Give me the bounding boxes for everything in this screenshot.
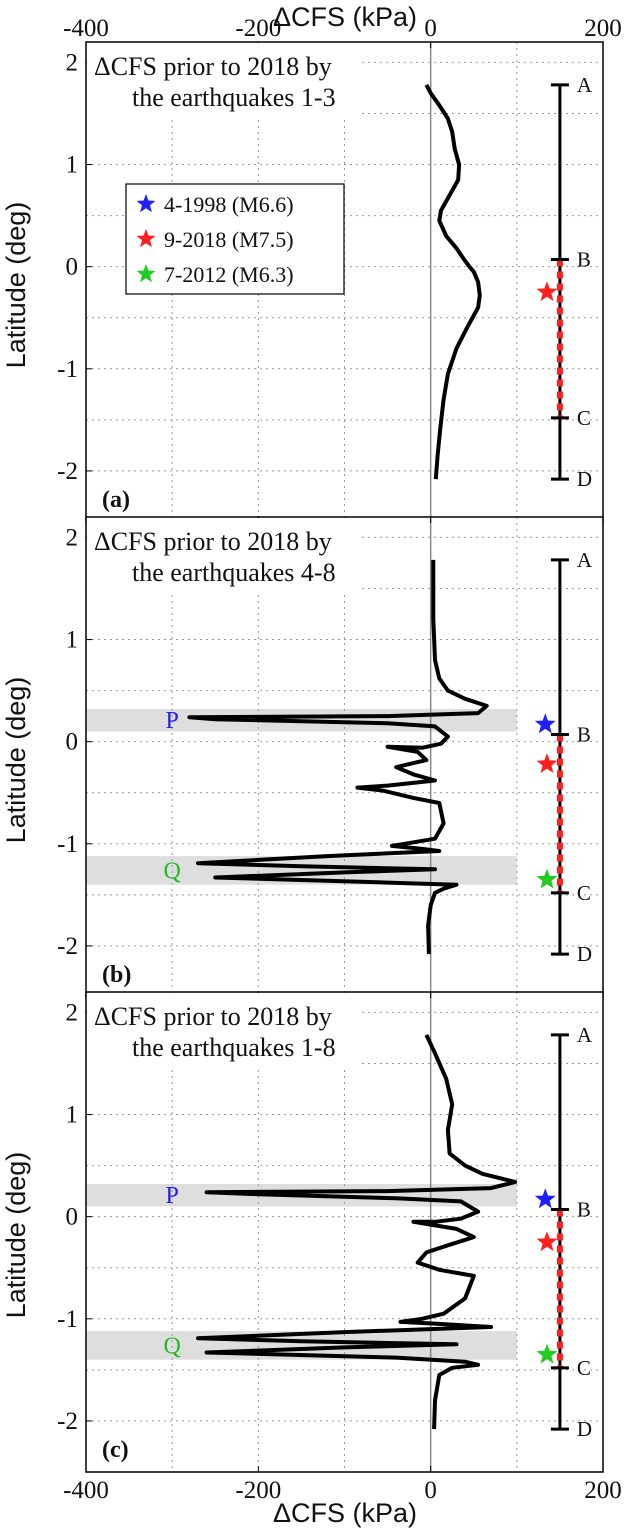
legend-star-icon: [136, 194, 156, 213]
legend-star-icon: [136, 264, 156, 283]
y-tick-label: 1: [66, 1102, 79, 1129]
bottom-axis-label: ΔCFS (kPa): [273, 1498, 417, 1528]
fault-point-c: C: [577, 1356, 591, 1380]
fault-point-d: D: [577, 1417, 592, 1441]
panel-tag: (a): [102, 487, 130, 513]
earthquake-star-icon: [536, 868, 558, 889]
panel-title-line-2: the earthquakes 1-3: [132, 83, 336, 112]
x-tick-label-top: -200: [235, 15, 281, 42]
legend-label: 7-2012 (M6.3): [164, 262, 294, 287]
panel-a: -2 -1 0 1 2 -400 -200 0 200 ΔCFS prior to 2018 by…: [57, 15, 622, 523]
plot-frame: [85, 991, 604, 1473]
y-tick-label: -2: [57, 933, 78, 960]
fault-point-b: B: [577, 248, 591, 272]
band-label-p: P: [165, 1183, 178, 1209]
y-tick-label: -2: [57, 1408, 78, 1435]
y-tick-label: 1: [66, 152, 79, 179]
legend-star-icon: [136, 229, 156, 248]
panel-title-line-2: the earthquakes 4-8: [132, 558, 336, 587]
panel-c: -2 -1 0 1 2 -400 -200 0 200 ΔCFS prior to 2018 by…: [57, 991, 622, 1504]
y-tick-label: 0: [66, 1204, 79, 1231]
y-tick-label: 1: [66, 627, 79, 654]
y-tick-label: 0: [66, 729, 79, 756]
earthquake-star-icon: [536, 1231, 558, 1252]
y-tick-label: 2: [66, 524, 79, 551]
legend: 4-1998 (M6.6) 9-2018 (M7.5) 7-2012 (M6.3): [125, 183, 345, 295]
y-axis-label-a: Latitude (deg): [1, 202, 31, 369]
earthquake-star-icon: [534, 713, 556, 734]
y-axis-label-c: Latitude (deg): [1, 1152, 31, 1319]
y-tick-label: -2: [57, 458, 78, 485]
y-tick-label: -1: [57, 356, 78, 383]
fault-point-b: B: [577, 1198, 591, 1222]
panel-title-line-2: the earthquakes 1-8: [132, 1033, 336, 1062]
y-tick-label: 2: [66, 49, 79, 76]
panel-title-line-1: ΔCFS prior to 2018 by: [94, 1002, 332, 1031]
legend-label: 9-2018 (M7.5): [164, 227, 294, 252]
dcfs-series-line: [424, 83, 482, 480]
panel-tag: (b): [102, 962, 131, 988]
earthquake-star-icon: [534, 1188, 556, 1209]
fault-point-b: B: [577, 723, 591, 747]
band-label-q: Q: [163, 858, 180, 884]
fault-point-d: D: [577, 942, 592, 966]
y-tick-label: -1: [57, 1306, 78, 1333]
y-tick-label: -1: [57, 831, 78, 858]
x-tick-label-bottom: 0: [424, 1477, 437, 1504]
band-label-p: P: [165, 708, 178, 734]
y-axis-label-b: Latitude (deg): [1, 677, 31, 844]
x-tick-label-bottom: -200: [235, 1477, 281, 1504]
fault-point-c: C: [577, 881, 591, 905]
earthquake-star-icon: [536, 1343, 558, 1364]
fault-point-c: C: [577, 406, 591, 430]
top-axis-label: ΔCFS (kPa): [273, 2, 417, 32]
dcfs-series-line: [187, 559, 489, 955]
fault-point-a: A: [577, 1023, 593, 1047]
x-tick-label-bottom: 200: [584, 1477, 622, 1504]
fault-point-a: A: [577, 548, 593, 572]
x-tick-label-top: -400: [63, 15, 109, 42]
y-tick-label: 2: [66, 999, 79, 1026]
dcfs-series-line: [196, 1034, 518, 1430]
earthquake-star-icon: [536, 753, 558, 773]
panel-title-line-1: ΔCFS prior to 2018 by: [94, 527, 332, 556]
earthquake-star-icon: [536, 281, 558, 302]
panel-tag: (c): [102, 1437, 129, 1463]
x-tick-label-top: 200: [584, 15, 622, 42]
x-tick-label-top: 0: [424, 15, 437, 42]
panel-title-line-1: ΔCFS prior to 2018 by: [94, 52, 332, 81]
legend-label: 4-1998 (M6.6): [164, 192, 294, 217]
y-tick-label: 0: [66, 254, 79, 281]
fault-point-d: D: [577, 467, 592, 491]
x-tick-label-bottom: -400: [63, 1477, 109, 1504]
fault-point-a: A: [577, 73, 593, 97]
band-label-q: Q: [163, 1333, 180, 1359]
